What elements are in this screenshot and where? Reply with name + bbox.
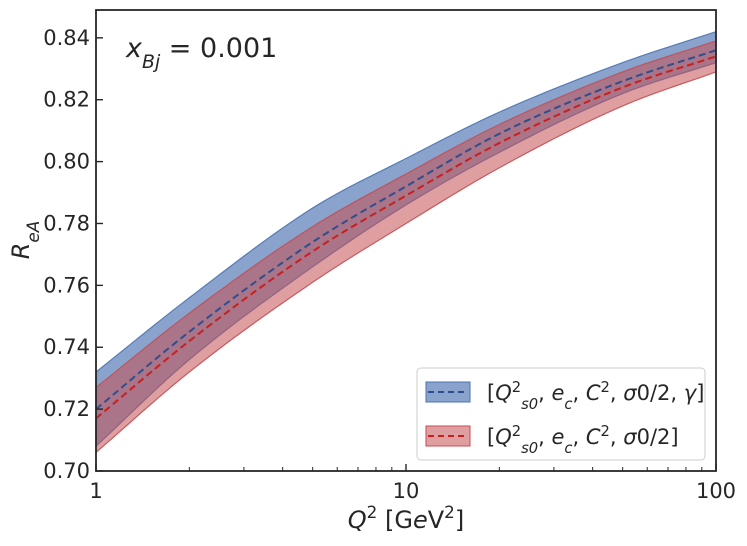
legend: [Q2s0, ec, C2, σ0/2, γ] [Q2s0, ec, C2, σ0…: [416, 367, 706, 461]
series-lines: [95, 49, 717, 420]
series-line-1: [95, 49, 717, 410]
y-tick-label: 0.80: [43, 150, 90, 174]
y-tick-label: 0.78: [43, 211, 90, 235]
series-line-2: [95, 55, 717, 420]
x-tick-label: 1: [89, 479, 102, 503]
legend-label-1: [Q2s0, ec, C2, σ0/2, γ]: [487, 379, 704, 413]
y-tick-label: 0.84: [43, 26, 90, 50]
x-tick-label: 10: [393, 479, 420, 503]
y-tick-label: 0.72: [43, 397, 90, 421]
axis-ticks: 0.70 0.72 0.74 0.76 0.78 0.80 0.82 0.84 1 10 100: [43, 26, 736, 503]
y-tick-label: 0.70: [43, 459, 90, 483]
y-tick-label: 0.76: [43, 273, 90, 297]
y-axis-label: ReA: [7, 221, 43, 260]
x-tick-label: 100: [696, 479, 736, 503]
plot-frame: [95, 9, 717, 472]
legend-frame: [416, 367, 706, 461]
annotation: xBj = 0.001: [125, 33, 277, 73]
y-tick-label: 0.74: [43, 335, 90, 359]
x-axis-label: Q2 [GeV2]: [348, 502, 464, 534]
y-tick-label: 0.82: [43, 88, 90, 112]
legend-label-2: [Q2s0, ec, C2, σ0/2]: [487, 423, 679, 457]
